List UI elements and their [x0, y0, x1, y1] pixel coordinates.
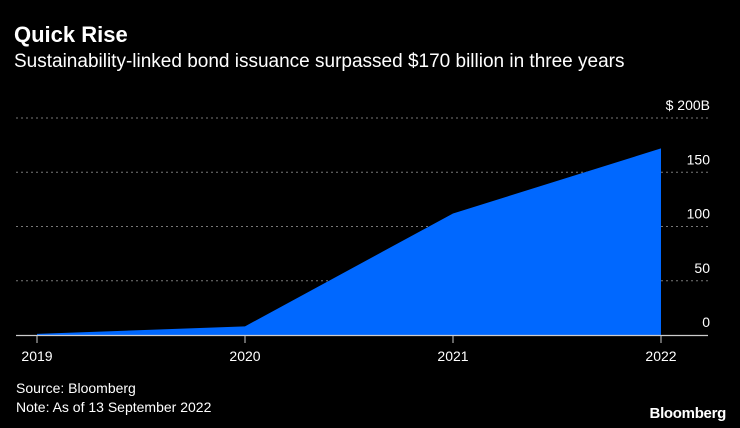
y-tick-label-100: 100 — [687, 206, 711, 222]
date-note: Note: As of 13 September 2022 — [16, 399, 212, 415]
x-tick-label-2020: 2020 — [229, 348, 260, 364]
series-area — [37, 148, 661, 335]
y-tick-label-150: 150 — [687, 151, 711, 167]
source-note: Source: Bloomberg — [16, 380, 136, 396]
chart-title: Quick Rise — [14, 22, 128, 47]
x-tick-label-2021: 2021 — [437, 348, 468, 364]
y-tick-label-0: 0 — [702, 314, 710, 330]
chart-subtitle: Sustainability-linked bond issuance surp… — [14, 51, 625, 72]
y-tick-label-50: 50 — [694, 260, 710, 276]
bloomberg-logo: Bloomberg — [649, 405, 727, 422]
x-tick-label-2019: 2019 — [21, 348, 52, 364]
y-tick-label-200: $ 200B — [666, 97, 710, 113]
x-tick-label-2022: 2022 — [645, 348, 676, 364]
